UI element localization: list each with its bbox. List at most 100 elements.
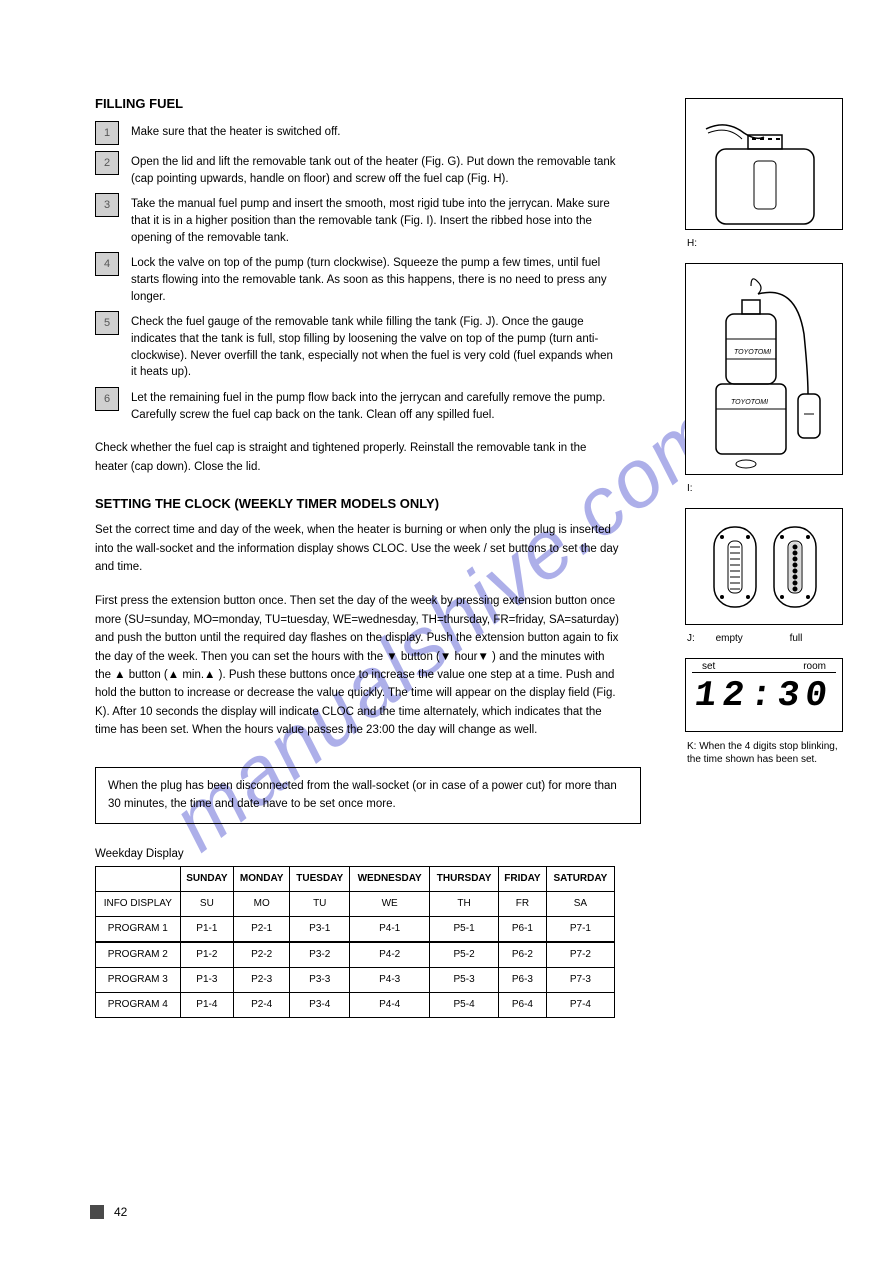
lcd-room-label: room	[803, 661, 826, 672]
figure-i-label: I:	[687, 483, 843, 494]
table-cell: SU	[180, 891, 234, 916]
step-2: 2 Open the lid and lift the removable ta…	[95, 151, 620, 187]
step-3: 3 Take the manual fuel pump and insert t…	[95, 193, 620, 246]
note-box: When the plug has been disconnected from…	[95, 767, 641, 824]
table-cell: TUESDAY	[290, 866, 350, 891]
step-text: Let the remaining fuel in the pump flow …	[131, 387, 620, 423]
table-cell: P3-4	[290, 992, 350, 1017]
table-cell: P5-3	[430, 967, 499, 992]
lcd-header: set room	[692, 659, 836, 673]
page-footer: 42	[90, 1205, 127, 1219]
step-text: Check the fuel gauge of the removable ta…	[131, 311, 620, 381]
step-4: 4 Lock the valve on top of the pump (tur…	[95, 252, 620, 305]
table-caption: Weekday Display	[95, 848, 620, 860]
step-text: Open the lid and lift the removable tank…	[131, 151, 620, 187]
table-cell: P1-2	[180, 942, 234, 968]
table-cell: P6-4	[499, 992, 547, 1017]
main-column: FILLING FUEL 1 Make sure that the heater…	[65, 96, 620, 1018]
table-cell: P1-3	[180, 967, 234, 992]
step-text: Lock the valve on top of the pump (turn …	[131, 252, 620, 305]
table-cell: TH	[430, 891, 499, 916]
table-cell: FRIDAY	[499, 866, 547, 891]
step-number-box: 3	[95, 193, 119, 217]
table-cell: P6-3	[499, 967, 547, 992]
fuel-gauge-icon	[686, 509, 844, 624]
figure-i: TOYOTOMI TOYOTOMI	[685, 263, 843, 475]
heading-setting-clock: SETTING THE CLOCK (WEEKLY TIMER MODELS O…	[95, 496, 620, 511]
step-1: 1 Make sure that the heater is switched …	[95, 121, 620, 145]
page: manualshive.com FILLING FUEL 1 Make sure…	[0, 0, 893, 1263]
table-row: PROGRAM 3 P1-3 P2-3 P3-3 P4-3 P5-3 P6-3 …	[96, 967, 615, 992]
paragraph-clock-detail: First press the extension button once. T…	[95, 592, 620, 739]
table-cell: PROGRAM 2	[96, 942, 181, 968]
table-cell: FR	[499, 891, 547, 916]
table-cell: PROGRAM 3	[96, 967, 181, 992]
svg-text:TOYOTOMI: TOYOTOMI	[731, 399, 768, 406]
table-row: PROGRAM 1 P1-1 P2-1 P3-1 P4-1 P5-1 P6-1 …	[96, 916, 615, 942]
table-cell: MO	[234, 891, 290, 916]
table-cell: P2-2	[234, 942, 290, 968]
figure-h-label: H:	[687, 238, 843, 249]
figure-k: set room 12:30	[685, 658, 843, 732]
step-number-box: 6	[95, 387, 119, 411]
step-text: Make sure that the heater is switched of…	[131, 121, 340, 141]
table-cell: P3-1	[290, 916, 350, 942]
figure-j-full: full	[790, 633, 803, 644]
table-cell: WEDNESDAY	[350, 866, 430, 891]
fuel-cap-icon	[686, 99, 844, 229]
paragraph-clock-intro: Set the correct time and day of the week…	[95, 521, 620, 576]
table-cell: P5-2	[430, 942, 499, 968]
figure-column: H: TOYOTOMI TOYOTOMI	[685, 98, 843, 780]
table-cell: P2-4	[234, 992, 290, 1017]
lcd-set-label: set	[702, 661, 715, 672]
weekday-table: SUNDAY MONDAY TUESDAY WEDNESDAY THURSDAY…	[95, 866, 615, 1018]
heading-filling: FILLING FUEL	[95, 96, 620, 111]
table-row: SUNDAY MONDAY TUESDAY WEDNESDAY THURSDAY…	[96, 866, 615, 891]
figure-k-label: K: When the 4 digits stop blinking, the …	[687, 740, 843, 766]
table-cell: THURSDAY	[430, 866, 499, 891]
footer-square-icon	[90, 1205, 104, 1219]
table-cell: P5-4	[430, 992, 499, 1017]
step-5: 5 Check the fuel gauge of the removable …	[95, 311, 620, 381]
table-cell: P4-2	[350, 942, 430, 968]
table-cell: P1-1	[180, 916, 234, 942]
step-number-box: 4	[95, 252, 119, 276]
table-cell: SA	[546, 891, 614, 916]
lcd-time: 12:30	[683, 673, 845, 716]
table-cell: P7-3	[546, 967, 614, 992]
table-cell	[96, 866, 181, 891]
figure-j-empty: empty	[716, 633, 743, 644]
step-number-box: 2	[95, 151, 119, 175]
figure-j	[685, 508, 843, 625]
table-cell: P6-2	[499, 942, 547, 968]
table-cell: SUNDAY	[180, 866, 234, 891]
figure-j-prefix: J:	[687, 633, 698, 644]
table-cell: MONDAY	[234, 866, 290, 891]
step-number-box: 1	[95, 121, 119, 145]
step-6: 6 Let the remaining fuel in the pump flo…	[95, 387, 620, 423]
table-cell: P7-4	[546, 992, 614, 1017]
table-cell: PROGRAM 1	[96, 916, 181, 942]
table-cell: P2-3	[234, 967, 290, 992]
table-cell: PROGRAM 4	[96, 992, 181, 1017]
table-cell: P7-2	[546, 942, 614, 968]
table-cell: P6-1	[499, 916, 547, 942]
table-row: PROGRAM 2 P1-2 P2-2 P3-2 P4-2 P5-2 P6-2 …	[96, 942, 615, 968]
table-cell: SATURDAY	[546, 866, 614, 891]
fuel-pump-icon: TOYOTOMI TOYOTOMI	[686, 264, 844, 474]
table-cell: TU	[290, 891, 350, 916]
table-cell: P2-1	[234, 916, 290, 942]
table-cell: WE	[350, 891, 430, 916]
page-number: 42	[114, 1205, 127, 1219]
table-row: PROGRAM 4 P1-4 P2-4 P3-4 P4-4 P5-4 P6-4 …	[96, 992, 615, 1017]
table-cell: P4-3	[350, 967, 430, 992]
table-cell: P3-3	[290, 967, 350, 992]
table-cell: P1-4	[180, 992, 234, 1017]
figure-j-label: J: empty full	[687, 633, 843, 644]
table-cell: P4-1	[350, 916, 430, 942]
table-cell: P3-2	[290, 942, 350, 968]
table-cell: INFO DISPLAY	[96, 891, 181, 916]
table-row: INFO DISPLAY SU MO TU WE TH FR SA	[96, 891, 615, 916]
weekday-table-wrap: Weekday Display SUNDAY MONDAY TUESDAY WE…	[95, 848, 620, 1018]
step-text: Take the manual fuel pump and insert the…	[131, 193, 620, 246]
